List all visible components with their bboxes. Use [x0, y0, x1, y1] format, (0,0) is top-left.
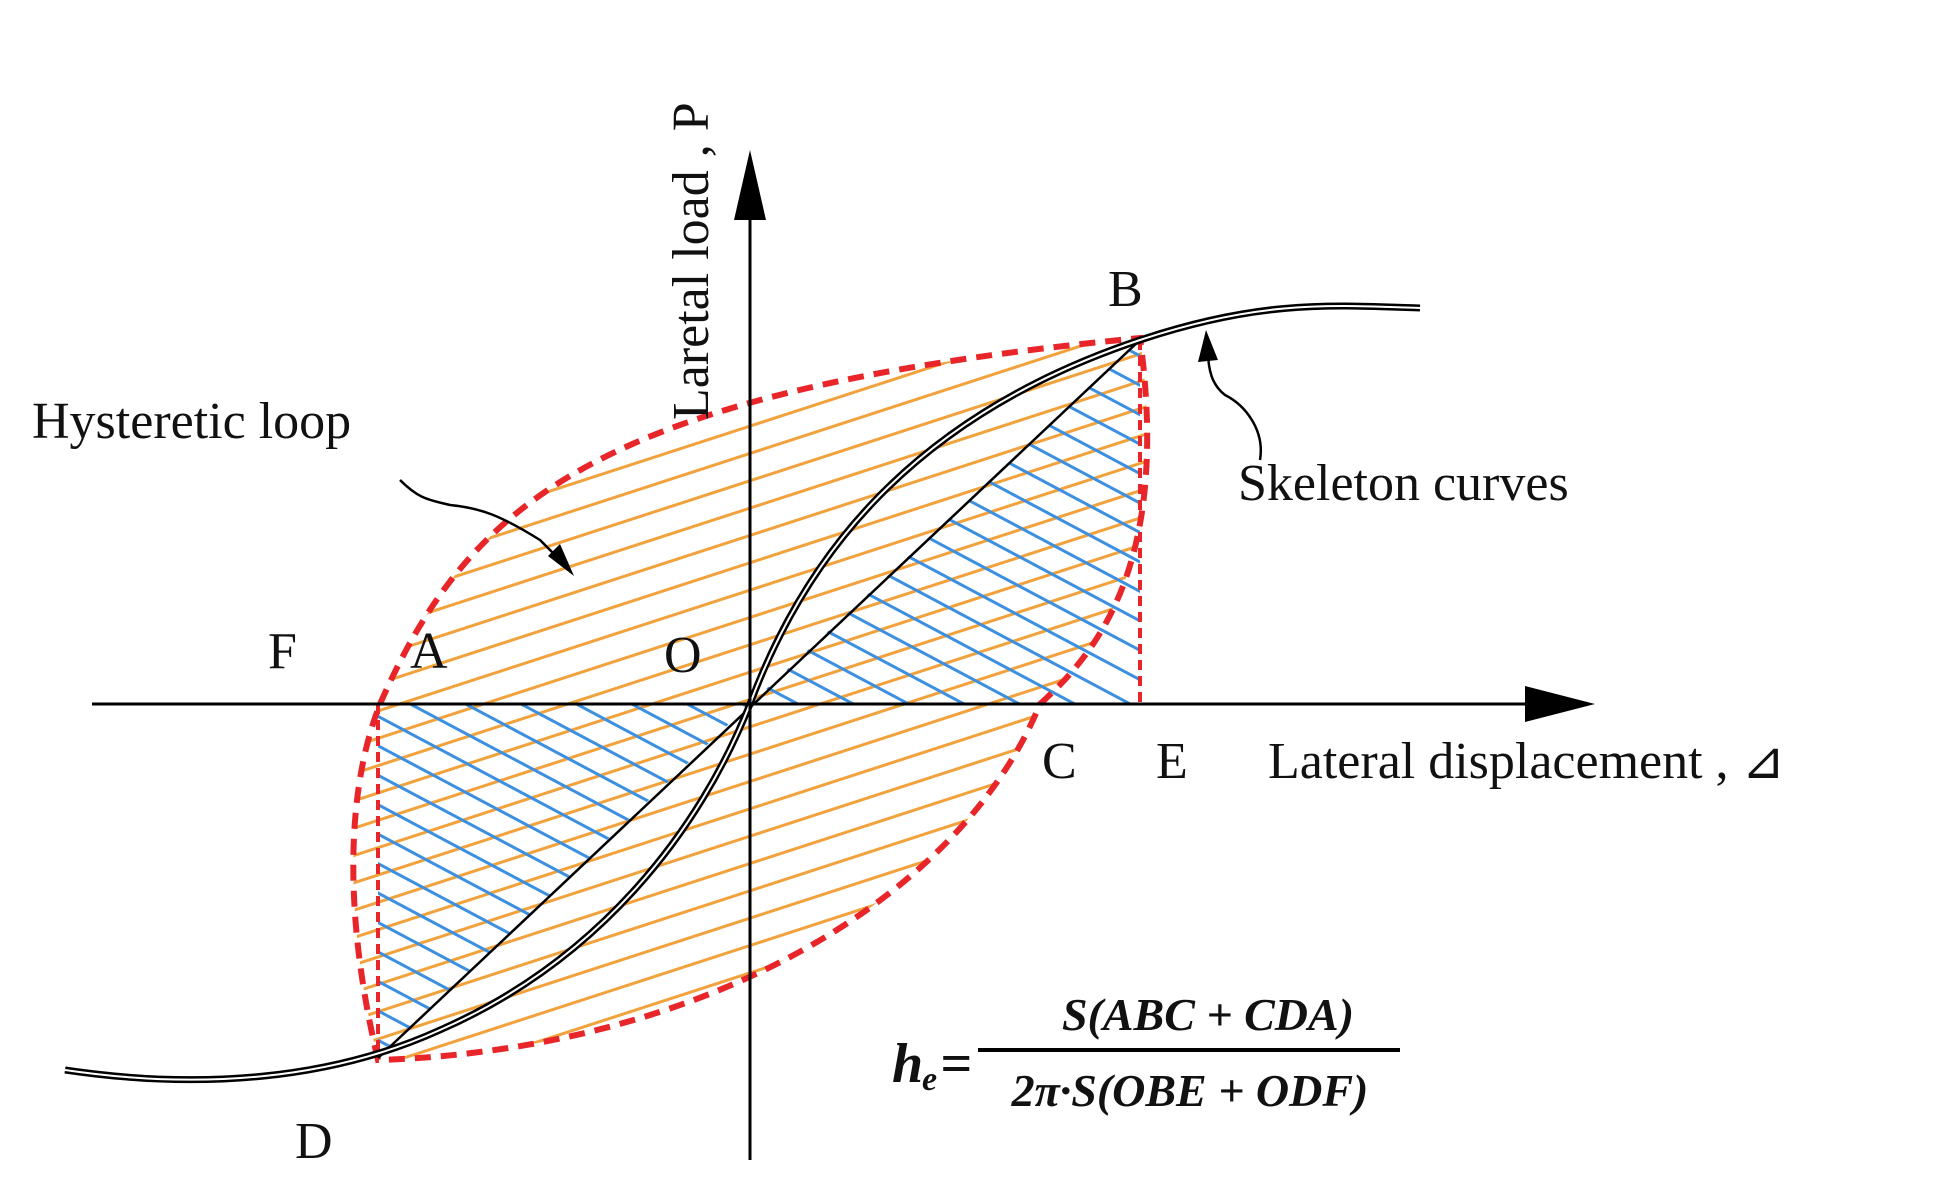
hysteretic-loop-arrowhead: [548, 544, 574, 576]
point-label-f: F: [268, 623, 297, 680]
skeleton-curves-arrowhead: [1198, 330, 1218, 362]
hysteretic-loop-label: Hysteretic loop: [32, 393, 351, 450]
skeleton-curves-leader: [1206, 349, 1263, 461]
point-label-o: O: [664, 627, 702, 684]
y-axis-label: Laretal load , P: [663, 102, 720, 420]
y-axis-arrow: [734, 150, 766, 220]
formula-lhs: h: [892, 1033, 923, 1095]
point-label-e: E: [1156, 733, 1188, 790]
x-axis-arrow: [1525, 686, 1595, 722]
hysteretic-loop-leader: [399, 479, 569, 569]
point-label-c: C: [1042, 733, 1077, 790]
formula-numerator: S(ABC + CDA): [1062, 989, 1354, 1040]
secant-line-db: [377, 339, 1141, 1059]
point-label-a: A: [410, 623, 448, 680]
point-label-d: D: [295, 1113, 333, 1170]
skeleton-curves-label: Skeleton curves: [1238, 455, 1569, 512]
formula-subscript: e: [922, 1061, 937, 1098]
formula-denominator: 2π·S(OBE + ODF): [1011, 1065, 1369, 1116]
x-axis-label: Lateral displacement , ⊿: [1268, 733, 1785, 790]
formula-equals: =: [940, 1033, 972, 1095]
hysteretic-loop-outline: [350, 334, 1151, 1064]
point-label-b: B: [1108, 261, 1143, 318]
damping-formula: h e = S(ABC + CDA) 2π·S(OBE + ODF): [892, 989, 1400, 1116]
